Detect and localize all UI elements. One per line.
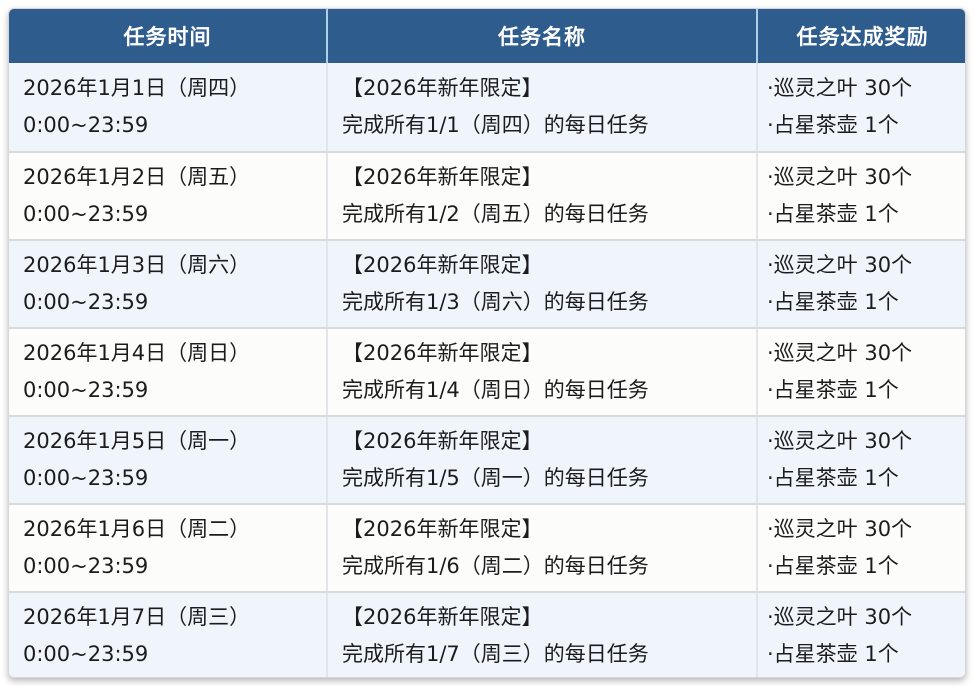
task-title: 【2026年新年限定】 [342,429,543,453]
cell-task-reward: ·巡灵之叶 30个 ·占星茶壶 1个 [756,505,965,591]
task-desc: 完成所有1/5（周一）的每日任务 [342,466,649,490]
table-header-row: 任务时间 任务名称 任务达成奖励 [9,9,965,63]
task-time-range: 0:00~23:59 [23,202,149,226]
task-date: 2026年1月5日（周一） [23,429,251,453]
table-row: 2026年1月1日（周四） 0:00~23:59 【2026年新年限定】 完成所… [9,63,965,151]
task-title: 【2026年新年限定】 [342,605,543,629]
cell-task-time: 2026年1月2日（周五） 0:00~23:59 [9,153,326,239]
reward-item: ·巡灵之叶 30个 [767,605,913,629]
reward-item: ·巡灵之叶 30个 [767,253,913,277]
task-title: 【2026年新年限定】 [342,165,543,189]
reward-item: ·巡灵之叶 30个 [767,517,913,541]
reward-item: ·占星茶壶 1个 [767,466,899,490]
cell-task-time: 2026年1月3日（周六） 0:00~23:59 [9,241,326,327]
cell-task-name: 【2026年新年限定】 完成所有1/2（周五）的每日任务 [326,153,756,239]
task-desc: 完成所有1/7（周三）的每日任务 [342,642,649,666]
cell-task-time: 2026年1月4日（周日） 0:00~23:59 [9,329,326,415]
cell-task-time: 2026年1月5日（周一） 0:00~23:59 [9,417,326,503]
reward-item: ·巡灵之叶 30个 [767,341,913,365]
cell-task-name: 【2026年新年限定】 完成所有1/3（周六）的每日任务 [326,241,756,327]
reward-item: ·巡灵之叶 30个 [767,76,913,100]
header-task-time: 任务时间 [123,25,212,49]
reward-item: ·占星茶壶 1个 [767,378,899,402]
task-time-range: 0:00~23:59 [23,290,149,314]
task-schedule-table: 任务时间 任务名称 任务达成奖励 2026年1月1日（周四） 0:00~23:5… [8,8,966,678]
table-row: 2026年1月4日（周日） 0:00~23:59 【2026年新年限定】 完成所… [9,327,965,415]
reward-item: ·巡灵之叶 30个 [767,429,913,453]
cell-task-reward: ·巡灵之叶 30个 ·占星茶壶 1个 [756,241,965,327]
cell-task-name: 【2026年新年限定】 完成所有1/5（周一）的每日任务 [326,417,756,503]
table-row: 2026年1月5日（周一） 0:00~23:59 【2026年新年限定】 完成所… [9,415,965,503]
task-desc: 完成所有1/3（周六）的每日任务 [342,290,649,314]
reward-item: ·占星茶壶 1个 [767,202,899,226]
table-row: 2026年1月6日（周二） 0:00~23:59 【2026年新年限定】 完成所… [9,503,965,591]
cell-task-time: 2026年1月1日（周四） 0:00~23:59 [9,63,326,151]
reward-item: ·占星茶壶 1个 [767,554,899,578]
cell-task-name: 【2026年新年限定】 完成所有1/7（周三）的每日任务 [326,593,756,677]
task-date: 2026年1月2日（周五） [23,165,251,189]
table-row: 2026年1月7日（周三） 0:00~23:59 【2026年新年限定】 完成所… [9,591,965,677]
task-time-range: 0:00~23:59 [23,466,149,490]
reward-item: ·占星茶壶 1个 [767,642,899,666]
reward-item: ·占星茶壶 1个 [767,290,899,314]
table-row: 2026年1月3日（周六） 0:00~23:59 【2026年新年限定】 完成所… [9,239,965,327]
cell-task-name: 【2026年新年限定】 完成所有1/1（周四）的每日任务 [326,63,756,151]
task-time-range: 0:00~23:59 [23,378,149,402]
cell-task-reward: ·巡灵之叶 30个 ·占星茶壶 1个 [756,417,965,503]
task-title: 【2026年新年限定】 [342,76,543,100]
cell-task-reward: ·巡灵之叶 30个 ·占星茶壶 1个 [756,63,965,151]
task-title: 【2026年新年限定】 [342,253,543,277]
task-date: 2026年1月1日（周四） [23,76,251,100]
cell-task-reward: ·巡灵之叶 30个 ·占星茶壶 1个 [756,329,965,415]
cell-task-name: 【2026年新年限定】 完成所有1/6（周二）的每日任务 [326,505,756,591]
task-desc: 完成所有1/6（周二）的每日任务 [342,554,649,578]
cell-task-time: 2026年1月7日（周三） 0:00~23:59 [9,593,326,677]
task-date: 2026年1月6日（周二） [23,517,251,541]
task-title: 【2026年新年限定】 [342,341,543,365]
cell-task-time: 2026年1月6日（周二） 0:00~23:59 [9,505,326,591]
cell-task-name: 【2026年新年限定】 完成所有1/4（周日）的每日任务 [326,329,756,415]
reward-item: ·占星茶壶 1个 [767,113,899,137]
task-time-range: 0:00~23:59 [23,642,149,666]
cell-task-reward: ·巡灵之叶 30个 ·占星茶壶 1个 [756,593,965,677]
task-date: 2026年1月7日（周三） [23,605,251,629]
header-task-name: 任务名称 [326,9,756,63]
table-row: 2026年1月2日（周五） 0:00~23:59 【2026年新年限定】 完成所… [9,151,965,239]
task-date: 2026年1月3日（周六） [23,253,251,277]
task-desc: 完成所有1/1（周四）的每日任务 [342,113,649,137]
reward-item: ·巡灵之叶 30个 [767,165,913,189]
task-date: 2026年1月4日（周日） [23,341,251,365]
header-task-reward: 任务达成奖励 [756,9,965,63]
task-time-range: 0:00~23:59 [23,113,149,137]
task-desc: 完成所有1/4（周日）的每日任务 [342,378,649,402]
cell-task-reward: ·巡灵之叶 30个 ·占星茶壶 1个 [756,153,965,239]
task-desc: 完成所有1/2（周五）的每日任务 [342,202,649,226]
task-title: 【2026年新年限定】 [342,517,543,541]
task-time-range: 0:00~23:59 [23,554,149,578]
